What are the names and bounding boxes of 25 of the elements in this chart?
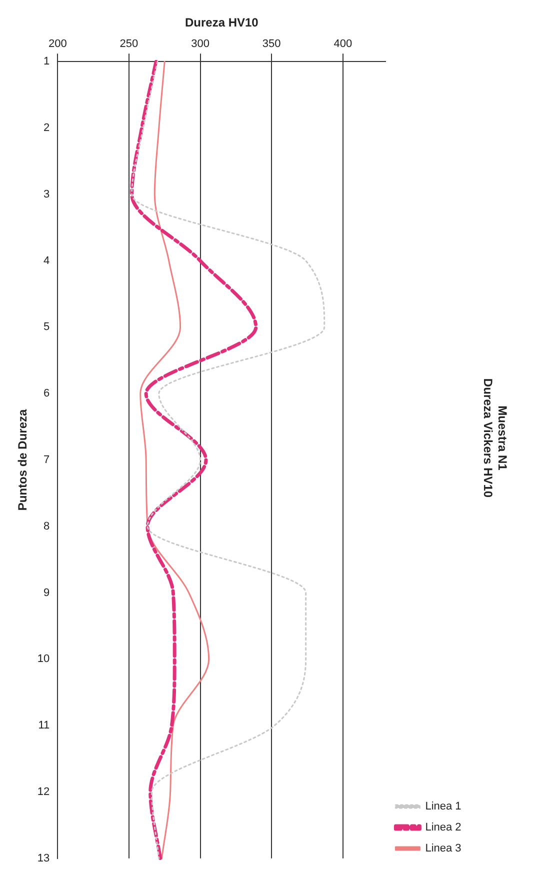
x-tick-label: 400 bbox=[334, 38, 352, 50]
y-tick-label: 9 bbox=[44, 586, 50, 599]
legend-label: Linea 1 bbox=[425, 800, 462, 813]
x-axis-title: Dureza HV10 bbox=[184, 16, 259, 30]
y-axis-title: Puntos de Dureza bbox=[16, 409, 30, 511]
y-tick-label: 5 bbox=[44, 321, 50, 334]
x-tick-label: 200 bbox=[48, 38, 67, 50]
text: Muestra N1 bbox=[495, 406, 510, 470]
y-tick-label: 1 bbox=[44, 56, 50, 68]
x-tick-label: 250 bbox=[120, 38, 138, 50]
y-tick-label: 6 bbox=[44, 388, 50, 400]
legend-label: Linea 2 bbox=[425, 822, 462, 834]
y-tick-label: 13 bbox=[37, 852, 50, 864]
y-tick-label: 4 bbox=[44, 254, 50, 267]
y-tick-label: 3 bbox=[44, 188, 50, 200]
y-tick-label: 7 bbox=[44, 454, 50, 466]
y-tick-label: 11 bbox=[38, 720, 50, 732]
text: Dureza Vickers HV10 bbox=[481, 378, 496, 498]
y-tick-label: 2 bbox=[44, 122, 50, 134]
x-tick-label: 350 bbox=[262, 38, 281, 50]
y-tick-label: 12 bbox=[37, 786, 50, 798]
x-tick-label: 300 bbox=[191, 38, 210, 50]
y-tick-label: 10 bbox=[37, 653, 50, 666]
legend-label: Linea 3 bbox=[425, 842, 462, 855]
y-tick-label: 8 bbox=[44, 520, 50, 532]
